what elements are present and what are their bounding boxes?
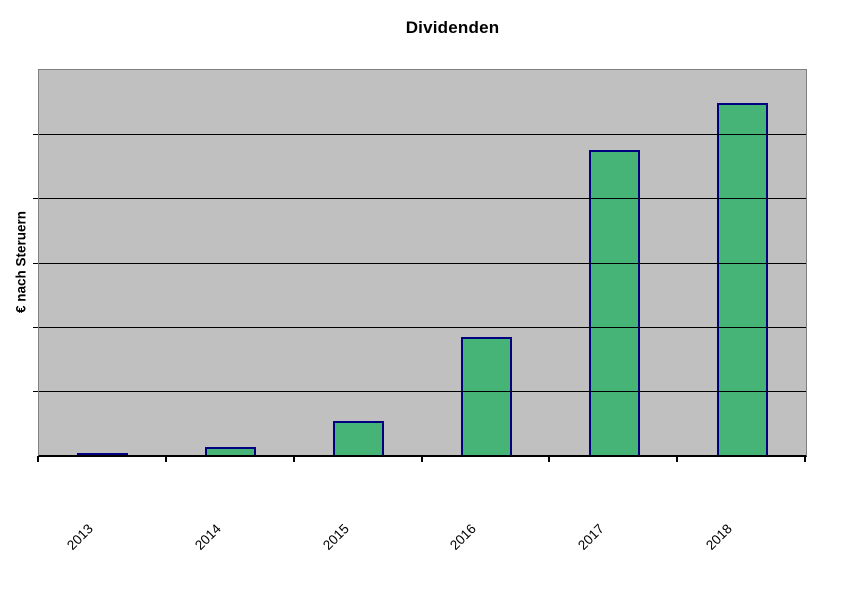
x-axis-label-text: 2018 xyxy=(703,521,736,553)
bar-2013[interactable] xyxy=(77,452,129,455)
y-axis-tick xyxy=(33,262,38,264)
x-axis-label-text: 2013 xyxy=(63,521,96,553)
x-axis-label-text: 2016 xyxy=(447,521,480,553)
gridline xyxy=(39,262,806,264)
bar-2015[interactable] xyxy=(333,421,385,455)
x-axis-tick xyxy=(420,456,423,462)
y-axis-tick xyxy=(33,326,38,328)
x-axis-label-text: 2014 xyxy=(191,521,224,553)
y-axis-tick xyxy=(33,390,38,392)
bar-2017[interactable] xyxy=(588,149,640,455)
gridline xyxy=(39,134,806,136)
chart-title: Dividenden xyxy=(405,18,500,37)
plot-area xyxy=(38,69,807,457)
gridline xyxy=(39,390,806,392)
x-axis-tick xyxy=(164,456,167,462)
x-axis-tick xyxy=(292,456,295,462)
x-axis-tick xyxy=(37,456,39,462)
x-axis-label-text: 2015 xyxy=(319,521,352,553)
gridline xyxy=(39,198,806,200)
gridline xyxy=(39,326,806,328)
y-axis-tick xyxy=(33,198,38,200)
x-axis-tick xyxy=(548,456,551,462)
bar-2016[interactable] xyxy=(460,336,512,455)
x-axis-label-text: 2017 xyxy=(575,521,608,553)
x-axis-tick xyxy=(804,456,806,462)
bar-2014[interactable] xyxy=(205,446,257,455)
x-axis-tick xyxy=(676,456,679,462)
bar-2018[interactable] xyxy=(716,103,768,455)
y-axis-tick xyxy=(33,134,38,136)
y-axis-title-text: € nach Steruern xyxy=(13,210,29,314)
